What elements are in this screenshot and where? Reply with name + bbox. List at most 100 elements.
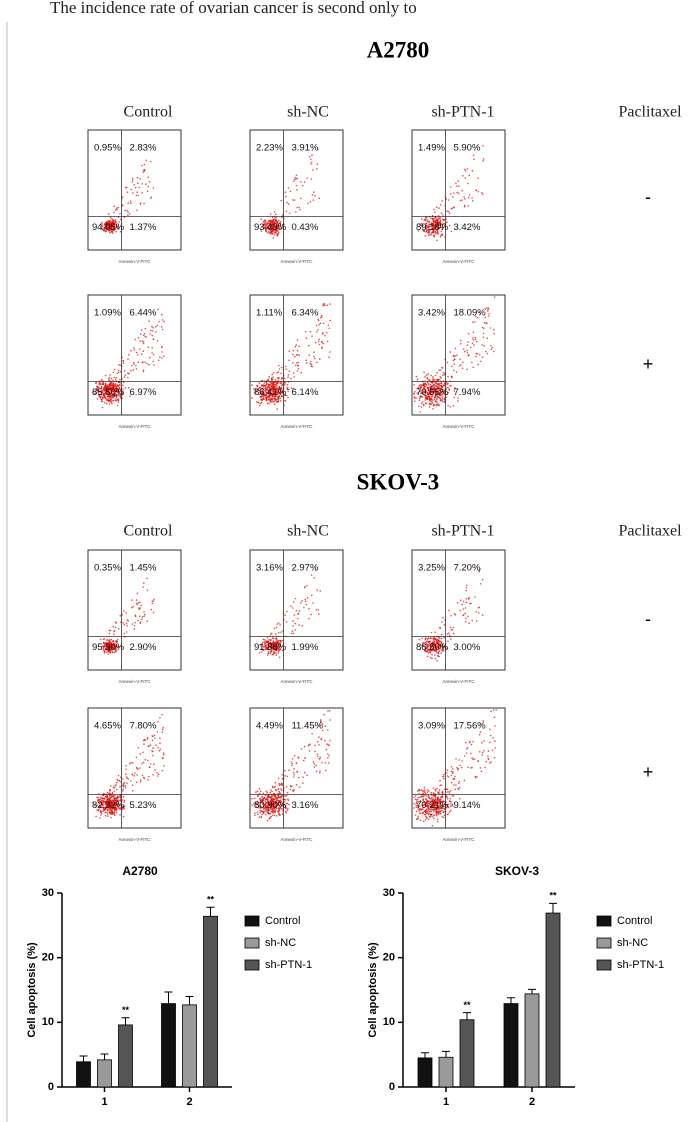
event-dot <box>459 787 461 789</box>
event-dot <box>137 354 139 356</box>
event-dot <box>463 196 465 198</box>
x-axis-label: Annexin-V-FITC <box>442 679 475 684</box>
event-dot <box>270 816 272 818</box>
event-dot <box>308 354 310 356</box>
figure: The incidence rate of ovarian cancer is … <box>0 0 693 1122</box>
event-dot <box>155 331 157 333</box>
event-dot <box>467 344 469 346</box>
event-dot <box>467 355 469 357</box>
event-dot <box>455 784 457 786</box>
event-dot <box>114 787 116 789</box>
quadrant-percent: 3.16% <box>256 563 283 574</box>
event-dot <box>306 362 308 364</box>
event-dot <box>423 371 425 373</box>
event-dot <box>287 809 289 811</box>
event-dot <box>152 735 154 737</box>
event-dot <box>159 743 161 745</box>
event-dot <box>141 763 143 765</box>
event-dot <box>452 196 454 198</box>
quadrant-percent: 1.11% <box>256 308 283 319</box>
event-dot <box>427 656 429 658</box>
event-dot <box>473 339 475 341</box>
event-dot <box>112 383 114 385</box>
event-dot <box>316 168 318 170</box>
event-dot <box>421 789 423 791</box>
event-dot <box>307 597 309 599</box>
event-dot <box>421 406 423 408</box>
event-dot <box>263 792 265 794</box>
event-dot <box>279 784 281 786</box>
event-dot <box>118 372 120 374</box>
event-dot <box>440 236 442 238</box>
event-dot <box>304 587 306 589</box>
event-dot <box>443 384 445 386</box>
event-dot <box>470 767 472 769</box>
event-dot <box>132 774 134 776</box>
event-dot <box>424 789 426 791</box>
y-tick-label: 20 <box>42 952 54 964</box>
event-dot <box>434 631 436 633</box>
event-dot <box>134 628 136 630</box>
event-dot <box>310 163 312 165</box>
event-dot <box>280 788 282 790</box>
event-dot <box>327 753 329 755</box>
event-dot <box>449 213 451 215</box>
event-dot <box>114 630 116 632</box>
event-dot <box>100 796 102 798</box>
event-dot <box>146 363 148 365</box>
event-dot <box>438 404 440 406</box>
event-dot <box>425 382 427 384</box>
event-dot <box>423 404 425 406</box>
column-header: sh-PTN-1 <box>431 104 494 121</box>
event-dot <box>163 754 165 756</box>
event-dot <box>299 209 301 211</box>
panel-title: SKOV-3 <box>357 469 440 494</box>
event-dot <box>325 725 327 727</box>
event-dot <box>273 628 275 630</box>
event-dot <box>310 159 312 161</box>
quadrant-percent: 2.90% <box>129 642 156 653</box>
event-dot <box>478 761 480 763</box>
event-dot <box>292 607 294 609</box>
event-dot <box>118 207 120 209</box>
error-bar <box>101 1054 109 1060</box>
event-dot <box>105 815 107 817</box>
event-dot <box>464 755 466 757</box>
event-dot <box>282 785 284 787</box>
event-dot <box>273 654 275 656</box>
event-dot <box>136 195 138 197</box>
event-dot <box>105 383 107 385</box>
event-dot <box>295 365 297 367</box>
event-dot <box>419 812 421 814</box>
event-dot <box>113 206 115 208</box>
event-dot <box>435 382 437 384</box>
event-dot <box>471 362 473 364</box>
event-dot <box>318 758 320 760</box>
event-dot <box>458 185 460 187</box>
event-dot <box>439 789 441 791</box>
quadrant-percent: 86.41% <box>254 387 287 398</box>
event-dot <box>467 341 469 343</box>
event-dot <box>433 817 435 819</box>
event-dot <box>294 629 296 631</box>
event-dot <box>96 797 98 799</box>
event-dot <box>320 323 322 325</box>
event-dot <box>139 767 141 769</box>
event-dot <box>122 789 124 791</box>
event-dot <box>126 210 128 212</box>
event-dot <box>140 178 142 180</box>
event-dot <box>319 770 321 772</box>
event-dot <box>143 582 145 584</box>
event-dot <box>311 335 313 337</box>
event-dot <box>275 379 277 381</box>
event-dot <box>150 198 152 200</box>
event-dot <box>142 362 144 364</box>
flow-plot: 1.09%6.44%85.50%6.97%Annexin-V-FITC <box>88 295 181 429</box>
event-dot <box>466 587 468 589</box>
event-dot <box>460 200 462 202</box>
event-dot <box>453 627 455 629</box>
event-dot <box>417 790 419 792</box>
event-dot <box>319 344 321 346</box>
event-dot <box>136 599 138 601</box>
event-dot <box>278 778 280 780</box>
